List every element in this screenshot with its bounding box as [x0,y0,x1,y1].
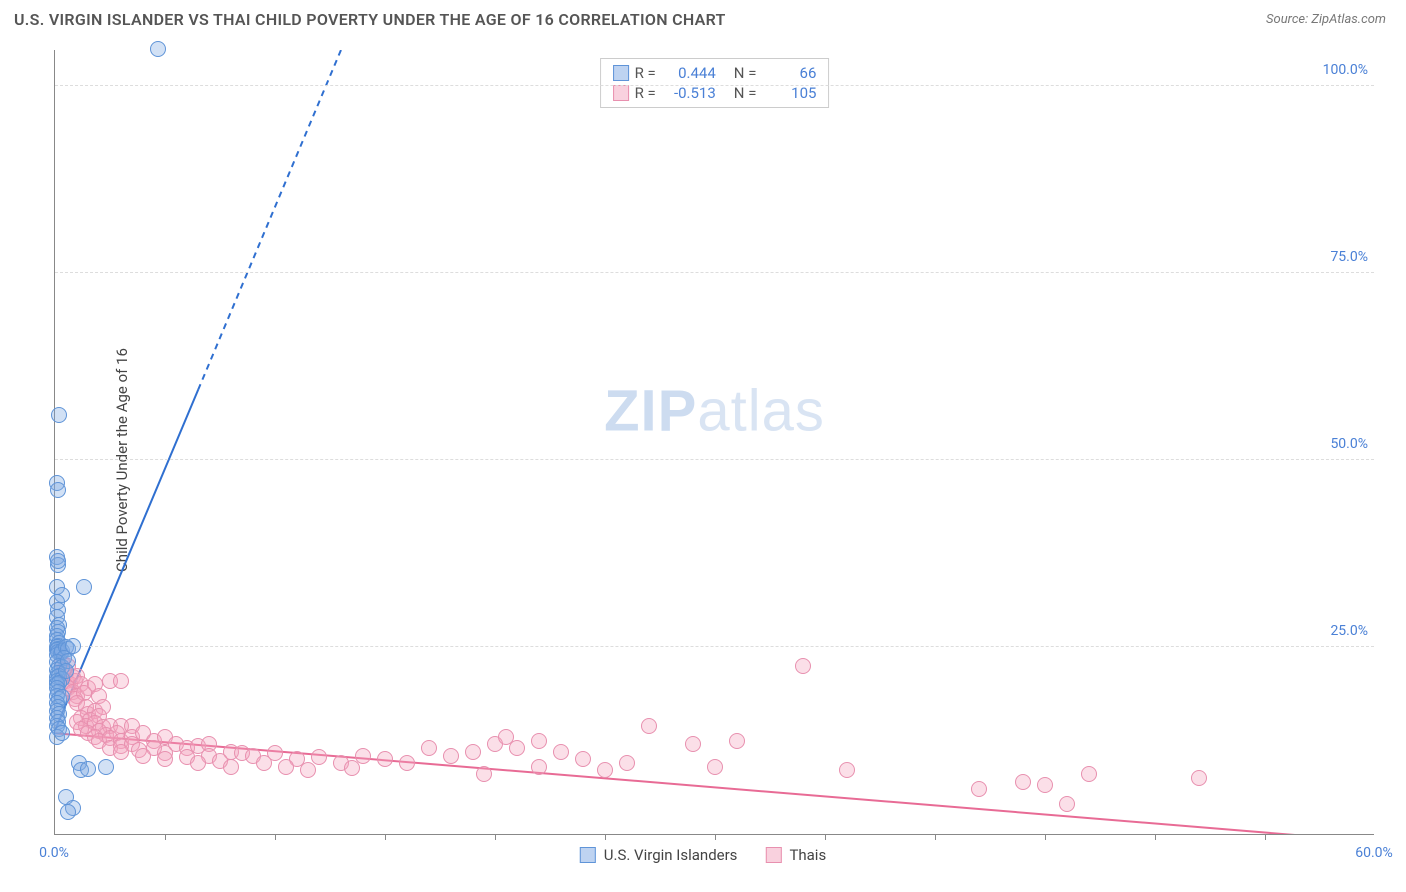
gridline-h [55,459,1374,460]
scatter-point [58,663,74,679]
scatter-point [399,755,415,771]
scatter-point [113,673,129,689]
chart-source: Source: ZipAtlas.com [1266,12,1386,27]
stats-legend: R = 0.444 N = 66 R = -0.513 N = 105 [600,58,830,108]
scatter-point [1191,770,1207,786]
chart-title: U.S. VIRGIN ISLANDER VS THAI CHILD POVER… [14,10,726,29]
scatter-point [223,759,239,775]
scatter-point [1037,777,1053,793]
scatter-point [443,748,459,764]
legend-swatch-blue [613,65,629,81]
scatter-point [707,759,723,775]
x-tick-mark [165,834,166,840]
x-tick-mark [1155,834,1156,840]
chart-container: Child Poverty Under the Age of 16 ZIPatl… [14,40,1392,880]
scatter-point [355,748,371,764]
n-label: N = [734,64,757,82]
scatter-point [135,748,151,764]
x-tick-mark [1045,834,1046,840]
x-tick-label: 0.0% [39,845,69,861]
y-tick-label: 100.0% [1323,62,1368,78]
x-tick-mark [275,834,276,840]
x-tick-mark [935,834,936,840]
scatter-point [476,766,492,782]
scatter-point [531,759,547,775]
scatter-point [685,736,701,752]
scatter-point [60,804,76,820]
legend-label: Thais [789,846,826,864]
n-label: N = [734,84,757,102]
legend-swatch-pink [613,85,629,101]
scatter-point [190,755,206,771]
x-tick-mark [825,834,826,840]
x-tick-mark [495,834,496,840]
watermark-zip: ZIP [604,378,697,443]
scatter-point [300,762,316,778]
legend-swatch-blue [580,847,596,863]
scatter-point [51,407,67,423]
scatter-point [421,740,437,756]
x-tick-mark [1265,834,1266,840]
watermark-atlas: atlas [697,378,825,443]
trendlines-svg [55,50,1374,834]
scatter-point [575,751,591,767]
scatter-point [1059,796,1075,812]
scatter-point [256,755,272,771]
scatter-point [795,658,811,674]
scatter-point [1081,766,1097,782]
scatter-point [641,718,657,734]
y-tick-label: 75.0% [1330,249,1368,265]
y-tick-label: 50.0% [1330,436,1368,452]
scatter-point [344,760,360,776]
scatter-point [54,725,70,741]
scatter-point [311,749,327,765]
n-value: 66 [766,64,816,82]
n-value: 105 [766,84,816,102]
r-value: -0.513 [666,84,716,102]
scatter-point [619,755,635,771]
x-tick-label: 60.0% [1355,845,1393,861]
gridline-h [55,646,1374,647]
legend-swatch-pink [765,847,781,863]
plot-area: ZIPatlas R = 0.444 N = 66 R = -0.513 N =… [54,50,1374,835]
legend-label: U.S. Virgin Islanders [604,846,738,864]
gridline-h [55,85,1374,86]
x-tick-mark [715,834,716,840]
scatter-point [278,759,294,775]
x-tick-mark [385,834,386,840]
scatter-point [531,733,547,749]
scatter-point [76,579,92,595]
y-tick-label: 25.0% [1330,623,1368,639]
scatter-point [50,553,66,569]
scatter-point [498,729,514,745]
r-label: R = [635,64,656,82]
scatter-point [729,733,745,749]
chart-header: U.S. VIRGIN ISLANDER VS THAI CHILD POVER… [0,0,1406,35]
stats-legend-row-blue: R = 0.444 N = 66 [613,63,817,83]
r-value: 0.444 [666,64,716,82]
scatter-point [971,781,987,797]
scatter-point [150,41,166,57]
gridline-h [55,272,1374,273]
r-label: R = [635,84,656,102]
legend-item-blue: U.S. Virgin Islanders [580,846,738,864]
scatter-point [377,751,393,767]
scatter-point [80,761,96,777]
scatter-point [113,744,129,760]
scatter-point [839,762,855,778]
scatter-point [597,762,613,778]
scatter-point [98,759,114,775]
scatter-point [157,751,173,767]
scatter-point [465,744,481,760]
series-legend: U.S. Virgin Islanders Thais [580,846,826,864]
scatter-point [1015,774,1031,790]
scatter-point [50,482,66,498]
watermark: ZIPatlas [604,377,825,444]
x-tick-mark [605,834,606,840]
scatter-point [553,744,569,760]
legend-item-pink: Thais [765,846,826,864]
